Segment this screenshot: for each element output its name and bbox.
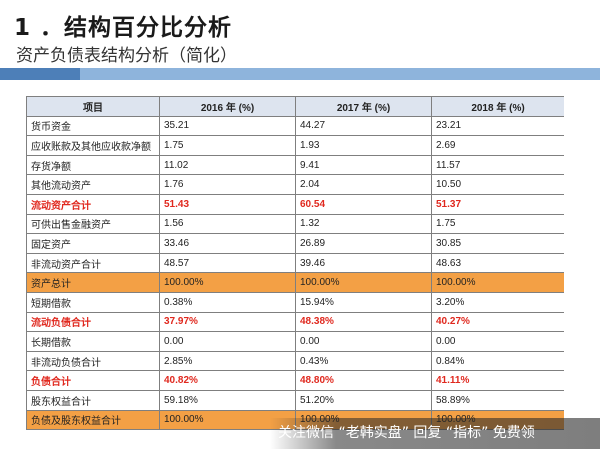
value-cell: 1.93 — [295, 135, 432, 156]
accent-bar — [0, 68, 600, 80]
value-cell: 1.75 — [159, 135, 296, 156]
value-cell: 51.37 — [431, 193, 564, 215]
column-header-2018: 2018 年 (%) — [431, 96, 564, 117]
table-header-row: 项目 2016 年 (%) 2017 年 (%) 2018 年 (%) — [26, 96, 564, 117]
row-label-cell: 流动负债合计 — [26, 311, 160, 333]
value-cell: 39.46 — [295, 252, 432, 274]
table-body: 货币资金 35.21 44.27 23.21 应收账款及其他应收款净额 1.75 1.93 2… — [26, 115, 564, 431]
value-cell: 33.46 — [159, 233, 296, 254]
row-label-cell: 负债合计 — [26, 370, 160, 391]
table-row: 可供出售金融资产 1.56 1.32 1.75 — [26, 213, 564, 235]
row-label-cell: 非流动负债合计 — [26, 350, 160, 372]
value-cell: 48.63 — [431, 252, 564, 274]
table-row: 资产总计 100.00% 100.00% 100.00% — [26, 272, 564, 293]
value-cell: 51.20% — [295, 389, 432, 411]
row-label-cell: 其他流动资产 — [26, 174, 160, 195]
value-cell: 1.56 — [159, 213, 296, 235]
value-cell: 48.57 — [159, 252, 296, 274]
table-row: 短期借款 0.38% 15.94% 3.20% — [26, 291, 564, 313]
value-cell: 40.82% — [159, 370, 296, 391]
value-cell: 0.38% — [159, 291, 296, 313]
row-label-cell: 货币资金 — [26, 115, 160, 137]
value-cell: 0.43% — [295, 350, 432, 372]
row-label-cell: 非流动资产合计 — [26, 252, 160, 274]
value-cell: 11.57 — [431, 154, 564, 176]
value-cell: 48.80% — [295, 370, 432, 391]
table-row: 非流动负债合计 2.85% 0.43% 0.84% — [26, 350, 564, 372]
value-cell: 23.21 — [431, 115, 564, 137]
row-label-cell: 应收账款及其他应收款净额 — [26, 135, 160, 156]
table-row: 其他流动资产 1.76 2.04 10.50 — [26, 174, 564, 195]
value-cell: 1.76 — [159, 174, 296, 195]
page-subtitle: 资产负债表结构分析（简化） — [16, 46, 237, 66]
row-label-cell: 股东权益合计 — [26, 389, 160, 411]
row-label-cell: 可供出售金融资产 — [26, 213, 160, 235]
value-cell: 1.32 — [295, 213, 432, 235]
row-label-cell: 资产总计 — [26, 272, 160, 293]
value-cell: 41.11% — [431, 370, 564, 391]
value-cell: 15.94% — [295, 291, 432, 313]
table-row: 股东权益合计 59.18% 51.20% 58.89% — [26, 389, 564, 411]
row-label-cell: 流动资产合计 — [26, 193, 160, 215]
value-cell: 30.85 — [431, 233, 564, 254]
row-label-cell: 固定资产 — [26, 233, 160, 254]
value-cell: 59.18% — [159, 389, 296, 411]
column-header-item: 项目 — [26, 96, 160, 117]
row-label-cell: 长期借款 — [26, 331, 160, 352]
value-cell: 100.00% — [159, 272, 296, 293]
value-cell: 26.89 — [295, 233, 432, 254]
column-header-2016: 2016 年 (%) — [159, 96, 296, 117]
table-row: 流动资产合计 51.43 60.54 51.37 — [26, 193, 564, 215]
table-row: 长期借款 0.00 0.00 0.00 — [26, 331, 564, 352]
value-cell: 100.00% — [431, 272, 564, 293]
balance-sheet-table: 项目 2016 年 (%) 2017 年 (%) 2018 年 (%) 货币资金… — [26, 96, 564, 431]
value-cell: 10.50 — [431, 174, 564, 195]
value-cell: 2.04 — [295, 174, 432, 195]
page-title: 1 ．结构百分比分析 — [14, 15, 233, 41]
table-row: 货币资金 35.21 44.27 23.21 — [26, 115, 564, 137]
value-cell: 100.00% — [159, 409, 296, 431]
value-cell: 2.69 — [431, 135, 564, 156]
column-header-2017: 2017 年 (%) — [295, 96, 432, 117]
table-row: 应收账款及其他应收款净额 1.75 1.93 2.69 — [26, 135, 564, 156]
value-cell: 0.00 — [431, 331, 564, 352]
value-cell: 100.00% — [295, 272, 432, 293]
row-label-cell: 负债及股东权益合计 — [26, 409, 160, 431]
table-row: 负债合计 40.82% 48.80% 41.11% — [26, 370, 564, 391]
value-cell: 60.54 — [295, 193, 432, 215]
value-cell: 1.75 — [431, 213, 564, 235]
value-cell: 9.41 — [295, 154, 432, 176]
table-row: 存货净额 11.02 9.41 11.57 — [26, 154, 564, 176]
row-label-cell: 短期借款 — [26, 291, 160, 313]
value-cell: 2.85% — [159, 350, 296, 372]
value-cell: 48.38% — [295, 311, 432, 333]
watermark-banner: 关注微信 “老韩实盘” 回复 “指标” 免费领 — [270, 418, 600, 449]
table-row: 固定资产 33.46 26.89 30.85 — [26, 233, 564, 254]
value-cell: 51.43 — [159, 193, 296, 215]
value-cell: 0.00 — [295, 331, 432, 352]
value-cell: 40.27% — [431, 311, 564, 333]
value-cell: 58.89% — [431, 389, 564, 411]
table-row: 非流动资产合计 48.57 39.46 48.63 — [26, 252, 564, 274]
table-row: 流动负债合计 37.97% 48.38% 40.27% — [26, 311, 564, 333]
value-cell: 35.21 — [159, 115, 296, 137]
value-cell: 37.97% — [159, 311, 296, 333]
table-container: 项目 2016 年 (%) 2017 年 (%) 2018 年 (%) 货币资金… — [26, 96, 564, 431]
value-cell: 0.00 — [159, 331, 296, 352]
accent-bar-left-block — [0, 68, 80, 80]
value-cell: 44.27 — [295, 115, 432, 137]
value-cell: 0.84% — [431, 350, 564, 372]
row-label-cell: 存货净额 — [26, 154, 160, 176]
value-cell: 3.20% — [431, 291, 564, 313]
value-cell: 11.02 — [159, 154, 296, 176]
